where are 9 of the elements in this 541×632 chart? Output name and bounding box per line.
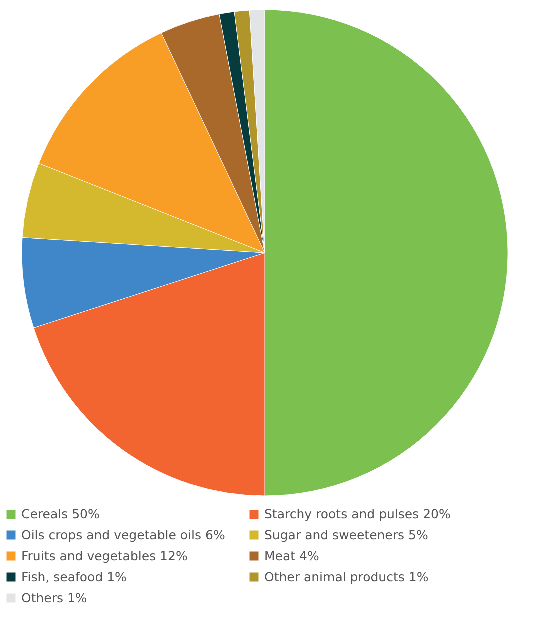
legend-label: Oils crops and vegetable oils 6% xyxy=(22,527,226,542)
legend-label: Sugar and sweeteners 5% xyxy=(264,527,428,542)
legend-label: Starchy roots and pulses 20% xyxy=(264,506,451,522)
legend-label: Fish, seafood 1% xyxy=(22,569,128,584)
legend-label: Meat 4% xyxy=(264,548,320,564)
legend-label: Others 1% xyxy=(22,590,88,606)
legend-label: Fruits and vegetables 12% xyxy=(22,548,188,564)
legend-label: Other animal products 1% xyxy=(264,569,429,584)
legend-label: Cereals 50% xyxy=(22,506,100,522)
